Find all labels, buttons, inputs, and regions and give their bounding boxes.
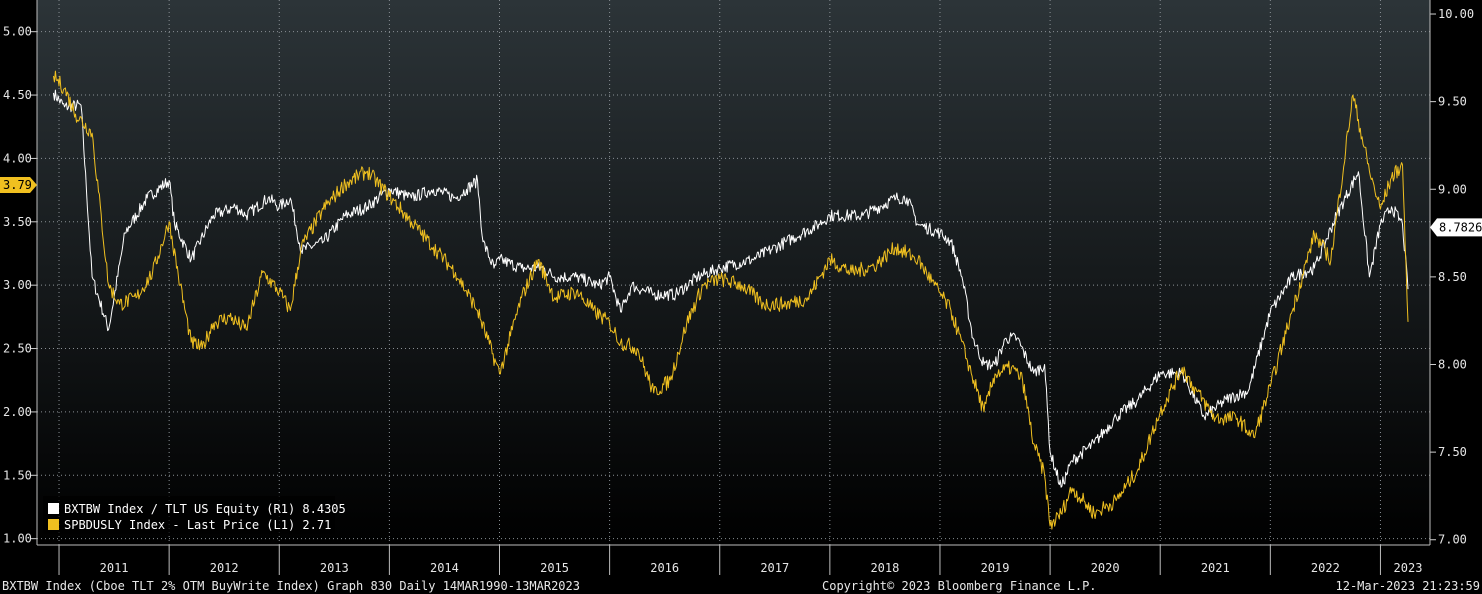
left-tick-label: 5.00 xyxy=(3,25,32,39)
footer-timestamp: 12-Mar-2023 21:23:59 xyxy=(1335,579,1481,593)
legend-swatch xyxy=(48,503,59,514)
x-tick-label: 2019 xyxy=(981,561,1010,575)
right-axis: 7.00 7.50 8.00 8.50 9.00 9.50 10.00 xyxy=(1429,0,1474,547)
right-tick-label: 8.50 xyxy=(1438,270,1467,284)
left-tick-label: 4.00 xyxy=(3,151,32,165)
legend-swatch xyxy=(48,519,59,530)
right-value-marker-label: 8.7826 xyxy=(1439,220,1482,234)
left-tick-label: 2.00 xyxy=(3,405,32,419)
right-tick-label: 9.00 xyxy=(1438,182,1467,196)
x-tick-label: 2021 xyxy=(1201,561,1230,575)
series-line-spbdusly xyxy=(53,70,1409,530)
legend-label: SPBDUSLY Index - Last Price (L1) 2.71 xyxy=(64,518,331,532)
right-tick-label: 9.50 xyxy=(1438,95,1467,109)
footer: BXTBW Index (Cboe TLT 2% OTM BuyWrite In… xyxy=(0,578,1482,594)
x-axis: 2011 2012 2013 2014 2015 2016 2017 2018 2019 2020… xyxy=(37,544,1430,575)
x-tick-label: 2014 xyxy=(430,561,459,575)
right-tick-label: 7.00 xyxy=(1438,533,1467,547)
right-tick-label: 7.50 xyxy=(1438,445,1467,459)
x-tick-label: 2018 xyxy=(870,561,899,575)
left-value-marker xyxy=(0,177,37,194)
x-tick-label: 2013 xyxy=(320,561,349,575)
right-value-marker xyxy=(1430,218,1482,237)
legend-label: BXTBW Index / TLT US Equity (R1) 8.4305 xyxy=(64,502,346,516)
footer-description: BXTBW Index (Cboe TLT 2% OTM BuyWrite In… xyxy=(2,579,580,593)
axis-markers: 3.79 8.7826 xyxy=(0,177,1482,237)
right-tick-label: 8.00 xyxy=(1438,358,1467,372)
x-tick-label: 2011 xyxy=(100,561,129,575)
chart-plot: 1.00 1.50 2.00 2.50 3.00 3.50 4.00 4.50 5.00 7.0… xyxy=(0,0,1482,575)
series-layer xyxy=(53,70,1409,530)
x-tick-label: 2020 xyxy=(1091,561,1120,575)
left-tick-label: 3.50 xyxy=(3,215,32,229)
x-tick-label: 2022 xyxy=(1311,561,1340,575)
x-tick-label: 2023 xyxy=(1394,561,1423,575)
x-tick-label: 2016 xyxy=(650,561,679,575)
grid-lines xyxy=(37,0,1430,545)
x-tick-label: 2012 xyxy=(210,561,239,575)
plot-background xyxy=(37,0,1430,545)
right-tick-label: 10.00 xyxy=(1438,7,1474,21)
left-value-marker-label: 3.79 xyxy=(3,178,32,192)
x-tick-label: 2015 xyxy=(540,561,569,575)
left-tick-label: 1.00 xyxy=(3,532,32,546)
x-tick-label: 2017 xyxy=(760,561,789,575)
left-tick-label: 4.50 xyxy=(3,88,32,102)
legend: BXTBW Index / TLT US Equity (R1) 8.4305 S… xyxy=(43,496,346,534)
footer-copyright: Copyright© 2023 Bloomberg Finance L.P. xyxy=(822,579,1097,593)
left-tick-label: 1.50 xyxy=(3,468,32,482)
series-line-bxtbw-tlt xyxy=(53,89,1409,488)
left-tick-label: 2.50 xyxy=(3,342,32,356)
legend-box xyxy=(43,496,335,534)
left-axis: 1.00 1.50 2.00 2.50 3.00 3.50 4.00 4.50 5.00 xyxy=(3,0,38,546)
left-tick-label: 3.00 xyxy=(3,278,32,292)
